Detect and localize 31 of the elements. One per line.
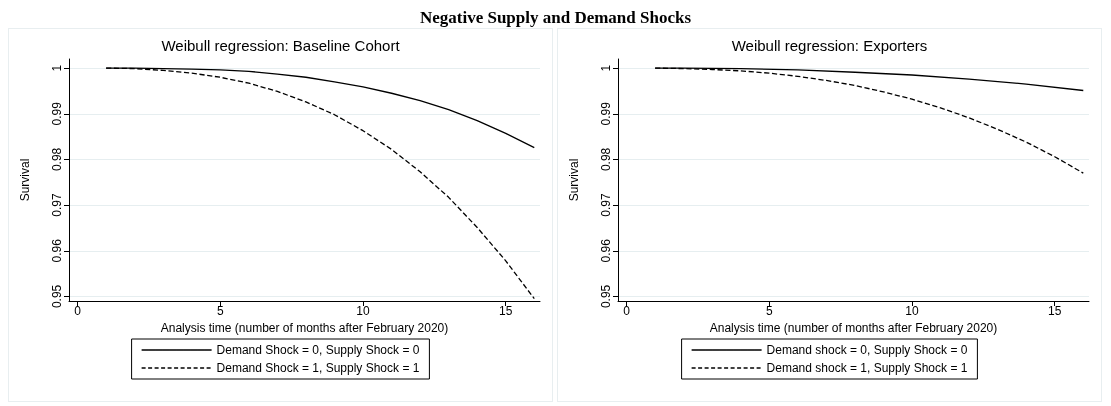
y-tick-label: 0.97	[599, 193, 613, 217]
y-tick-label: 0.97	[50, 193, 64, 217]
x-axis-title: Analysis time (number of months after February 2020)	[160, 320, 449, 335]
y-tick-label: 0.99	[599, 101, 613, 126]
legend-label: Demand shock = 0, Supply Shock = 0	[766, 343, 968, 357]
y-tick-label: 0.96	[50, 238, 64, 263]
x-tick-label: 0	[623, 304, 631, 318]
x-tick-label: 10	[905, 304, 920, 318]
y-tick-label: 0.95	[599, 284, 613, 309]
y-axis-title: Survival	[18, 158, 32, 202]
x-tick-label: 0	[74, 304, 82, 318]
chart-title: Weibull regression: Exporters	[731, 37, 928, 54]
legend-label: Demand shock = 1, Supply Shock = 1	[766, 361, 968, 375]
x-tick-label: 15	[499, 304, 513, 318]
y-tick-label: 0.99	[50, 101, 64, 126]
x-tick-label: 5	[765, 304, 773, 318]
chart-title: Weibull regression: Baseline Cohort	[161, 37, 401, 54]
y-tick-label: 1	[599, 64, 613, 72]
x-tick-label: 15	[1048, 304, 1062, 318]
x-tick-label: 10	[356, 304, 371, 318]
legend-label: Demand Shock = 0, Supply Shock = 0	[216, 343, 420, 357]
y-tick-label: 0.98	[50, 147, 64, 172]
y-axis-title: Survival	[567, 158, 581, 202]
legend-label: Demand Shock = 1, Supply Shock = 1	[216, 361, 420, 375]
y-tick-label: 1	[50, 64, 64, 72]
y-tick-label: 0.98	[599, 147, 613, 172]
y-tick-label: 0.96	[599, 238, 613, 263]
x-axis-title: Analysis time (number of months after February 2020)	[709, 320, 998, 335]
y-tick-label: 0.95	[50, 284, 64, 309]
text: Negative Supply and Demand Shocks	[418, 8, 693, 28]
x-tick-label: 5	[216, 304, 224, 318]
